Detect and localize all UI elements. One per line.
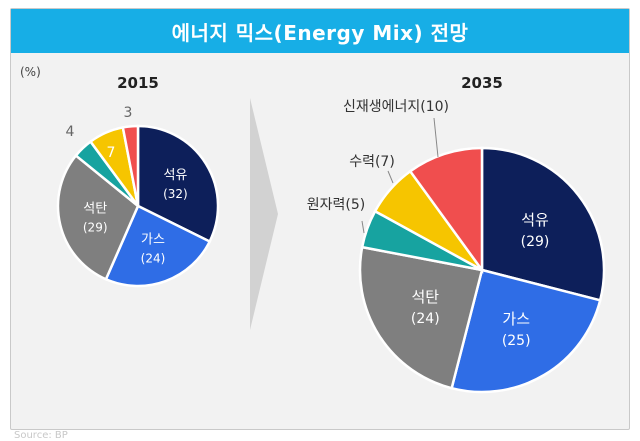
slice-1-2 — [358, 245, 484, 390]
slice-label-0-2: 석탄 — [83, 201, 107, 216]
slice-value-1-2: (24) — [411, 311, 440, 327]
slice-value-0-2: (29) — [83, 220, 108, 234]
pie-title-2015: 2015 — [117, 74, 159, 92]
slice-1-1 — [450, 268, 602, 394]
leader-line-1-3 — [361, 220, 365, 234]
slice-outer-label-1-3: 원자력(5) — [307, 197, 365, 213]
unit-label: (%) — [20, 65, 41, 79]
source-note: Source: BP — [14, 430, 68, 441]
leader-line-1-4 — [387, 170, 394, 184]
slice-outer-label-0-5: 3 — [124, 105, 133, 121]
slice-outer-label-0-4: 7 — [107, 145, 116, 161]
chart-title: 에너지 믹스(Energy Mix) 전망 — [11, 9, 629, 53]
slice-outer-label-0-3: 4 — [66, 124, 75, 140]
slice-0-1 — [104, 204, 212, 288]
slice-0-2 — [56, 153, 140, 281]
slice-label-1-0: 석유 — [521, 211, 549, 229]
pie-2035: 석유 (29) 가스 (25) 석탄 (24) 원자력(5) 수력(7) 신재생에너지(10) — [307, 99, 606, 394]
arrow-icon — [250, 98, 278, 330]
slice-label-0-0: 석유 — [163, 168, 187, 183]
pie-title-2035: 2035 — [461, 74, 503, 92]
slice-1-0 — [480, 146, 606, 302]
slice-outer-label-1-5: 신재생에너지(10) — [343, 99, 449, 115]
slice-value-1-1: (25) — [502, 333, 531, 349]
slice-value-0-0: (32) — [163, 187, 188, 201]
leader-line-1-5 — [433, 117, 439, 158]
slice-label-0-1: 가스 — [141, 232, 165, 247]
slice-value-0-1: (24) — [141, 251, 166, 265]
slice-1-5 — [408, 146, 484, 274]
slice-value-1-0: (29) — [521, 234, 550, 250]
pie-2015: 석유 (32) 가스 (24) 석탄 (29) 4 7 3 — [56, 105, 220, 288]
slice-outer-label-1-4: 수력(7) — [349, 154, 395, 170]
slice-0-0 — [136, 124, 220, 244]
slice-label-1-2: 석탄 — [411, 288, 439, 306]
slice-label-1-1: 가스 — [502, 310, 530, 328]
slice-0-5 — [121, 124, 140, 207]
